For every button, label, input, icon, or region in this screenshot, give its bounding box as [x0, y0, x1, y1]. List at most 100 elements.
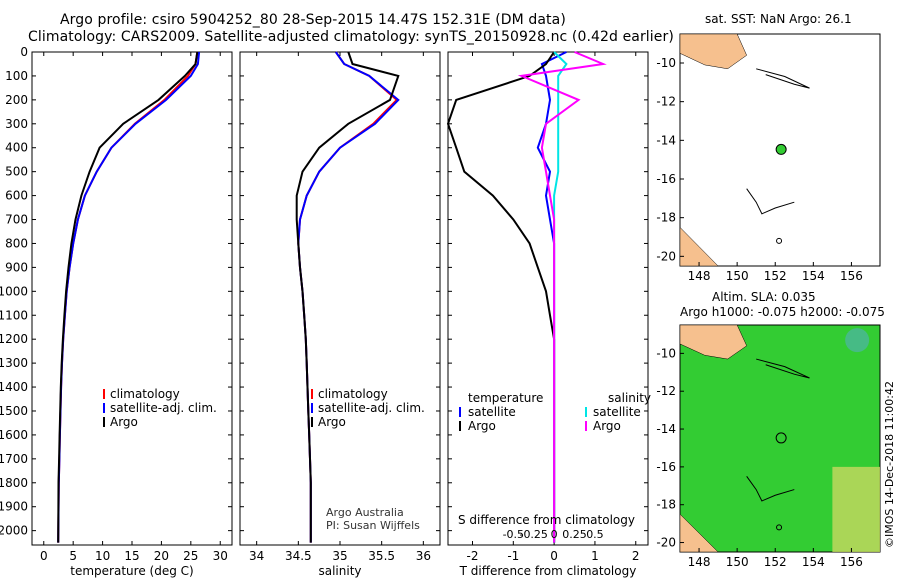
panel-salinity: 34 34.5 35 35.5 36 salinity climatologysatelli…	[239, 51, 441, 578]
legend-title-right: salinity	[608, 391, 651, 405]
annotation-text: Argo Australia	[326, 506, 404, 519]
float-location-marker	[775, 432, 787, 444]
x-tick-label: -1	[507, 549, 519, 563]
series-line-t-argo	[446, 51, 556, 543]
sla-high-patch	[832, 466, 880, 552]
map-y-tick-label: -20	[656, 249, 676, 263]
map-x-tick-label: 152	[764, 269, 787, 283]
x-tick-label: 2	[632, 549, 640, 563]
map-y-tick-label: -16	[656, 460, 676, 474]
reef-outline	[756, 68, 810, 89]
float-location-marker	[775, 143, 787, 155]
island-marker	[776, 524, 783, 531]
series-line-climatology	[57, 51, 199, 543]
top-tick-label: -0.25	[519, 528, 547, 541]
x-tick-label: 15	[124, 549, 139, 563]
figure-title-line2: Climatology: CARS2009. Satellite-adjuste…	[28, 29, 674, 45]
sla-map: 148 150 152 154 156 -10 -12 -14 -16 -18 -20	[656, 324, 881, 569]
map-y-tick-label: -20	[656, 536, 676, 550]
depth-tick-label: 1400	[0, 380, 28, 394]
legend-label: climatology	[318, 387, 388, 401]
top-axis-label: S difference from climatology	[458, 513, 635, 527]
land-new-guinea	[679, 33, 747, 70]
map-y-tick-label: -12	[656, 95, 676, 109]
x-tick-label: 0	[40, 549, 48, 563]
legend-label: Argo	[318, 415, 346, 429]
depth-tick-label: 800	[5, 236, 28, 250]
map-frame	[679, 33, 881, 267]
map-x-tick-label: 148	[688, 555, 711, 569]
depth-tick-label: 2000	[0, 524, 28, 538]
panel-temperature: 0 5 10 15 20 25 30 temperature (deg C) climatolo…	[31, 51, 233, 578]
depth-tick-label: 1000	[0, 284, 28, 298]
map-x-tick-label: 150	[726, 555, 749, 569]
panel-difference: -2 -1 0 1 2T difference from climatology S di…	[446, 51, 651, 578]
sst-map: 148 150 152 154 156 -10 -12 -14 -16 -18 -20	[656, 33, 881, 283]
x-tick-label: 25	[183, 549, 198, 563]
depth-tick-label: 600	[5, 189, 28, 203]
legend-title-left: temperature	[468, 391, 543, 405]
x-axis-label: temperature (deg C)	[70, 564, 193, 578]
x-axis-label: salinity	[318, 564, 361, 578]
sla-map-title-1: Altim. SLA: 0.035	[712, 290, 816, 304]
annotation-text: PI: Susan Wijffels	[326, 519, 420, 532]
map-y-tick-label: -14	[656, 422, 676, 436]
land-australia	[679, 226, 719, 267]
legend-label: Argo	[468, 419, 496, 433]
depth-tick-label: 400	[5, 141, 28, 155]
legend-label: Argo	[110, 415, 138, 429]
x-tick-label: 0	[550, 549, 558, 563]
legend-label: satellite	[468, 405, 516, 419]
island-marker	[776, 237, 783, 244]
x-tick-label: 30	[213, 549, 228, 563]
x-tick-label: 10	[95, 549, 110, 563]
figure-title-line1: Argo profile: csiro 5904252_80 28-Sep-20…	[60, 12, 566, 28]
x-tick-label: 35	[332, 549, 347, 563]
reef-outline	[746, 188, 795, 215]
legend-label: climatology	[110, 387, 180, 401]
series-line-t-satellite	[536, 51, 567, 543]
depth-tick-label: 1500	[0, 404, 28, 418]
series-line-argo	[295, 51, 400, 543]
legend-label: satellite	[593, 405, 641, 419]
x-axis-label: T difference from climatology	[459, 564, 637, 578]
depth-tick-label: 1200	[0, 332, 28, 346]
legend-label: satellite-adj. clim.	[318, 401, 425, 415]
map-x-tick-label: 148	[688, 269, 711, 283]
top-tick-label: 0.25	[562, 528, 587, 541]
map-y-tick-label: -18	[656, 211, 676, 225]
map-x-tick-label: 150	[726, 269, 749, 283]
map-y-tick-label: -16	[656, 172, 676, 186]
depth-tick-label: 900	[5, 260, 28, 274]
map-y-tick-label: -14	[656, 133, 676, 147]
map-y-tick-label: -10	[656, 56, 676, 70]
map-x-tick-label: 156	[840, 555, 863, 569]
map-y-tick-label: -18	[656, 498, 676, 512]
top-tick-label: 0	[551, 528, 558, 541]
x-tick-label: 34	[249, 549, 264, 563]
top-tick-label: -0.5	[503, 528, 524, 541]
land-new-guinea	[679, 324, 747, 360]
panel-frame	[447, 51, 649, 546]
reef-outline	[756, 358, 810, 379]
series-line-s-satellite	[553, 51, 568, 543]
sla-low-patch	[845, 328, 870, 353]
map-x-tick-label: 154	[802, 269, 825, 283]
map-y-tick-label: -10	[656, 346, 676, 360]
land-australia	[679, 513, 719, 553]
sla-map-title-2: Argo h1000: -0.075 h2000: -0.075	[680, 305, 885, 319]
x-tick-label: 35.5	[368, 549, 395, 563]
depth-tick-label: 1300	[0, 356, 28, 370]
map-x-tick-label: 154	[802, 555, 825, 569]
depth-tick-label: 500	[5, 165, 28, 179]
panel-frame	[239, 51, 441, 546]
depth-tick-label: 1100	[0, 308, 28, 322]
map-y-tick-label: -12	[656, 384, 676, 398]
series-line-s-argo	[517, 51, 607, 543]
map-x-tick-label: 152	[764, 555, 787, 569]
depth-tick-label: 1600	[0, 428, 28, 442]
x-tick-label: 34.5	[285, 549, 312, 563]
series-line-satellite-adj--clim-	[57, 51, 201, 543]
depth-tick-label: 200	[5, 93, 28, 107]
